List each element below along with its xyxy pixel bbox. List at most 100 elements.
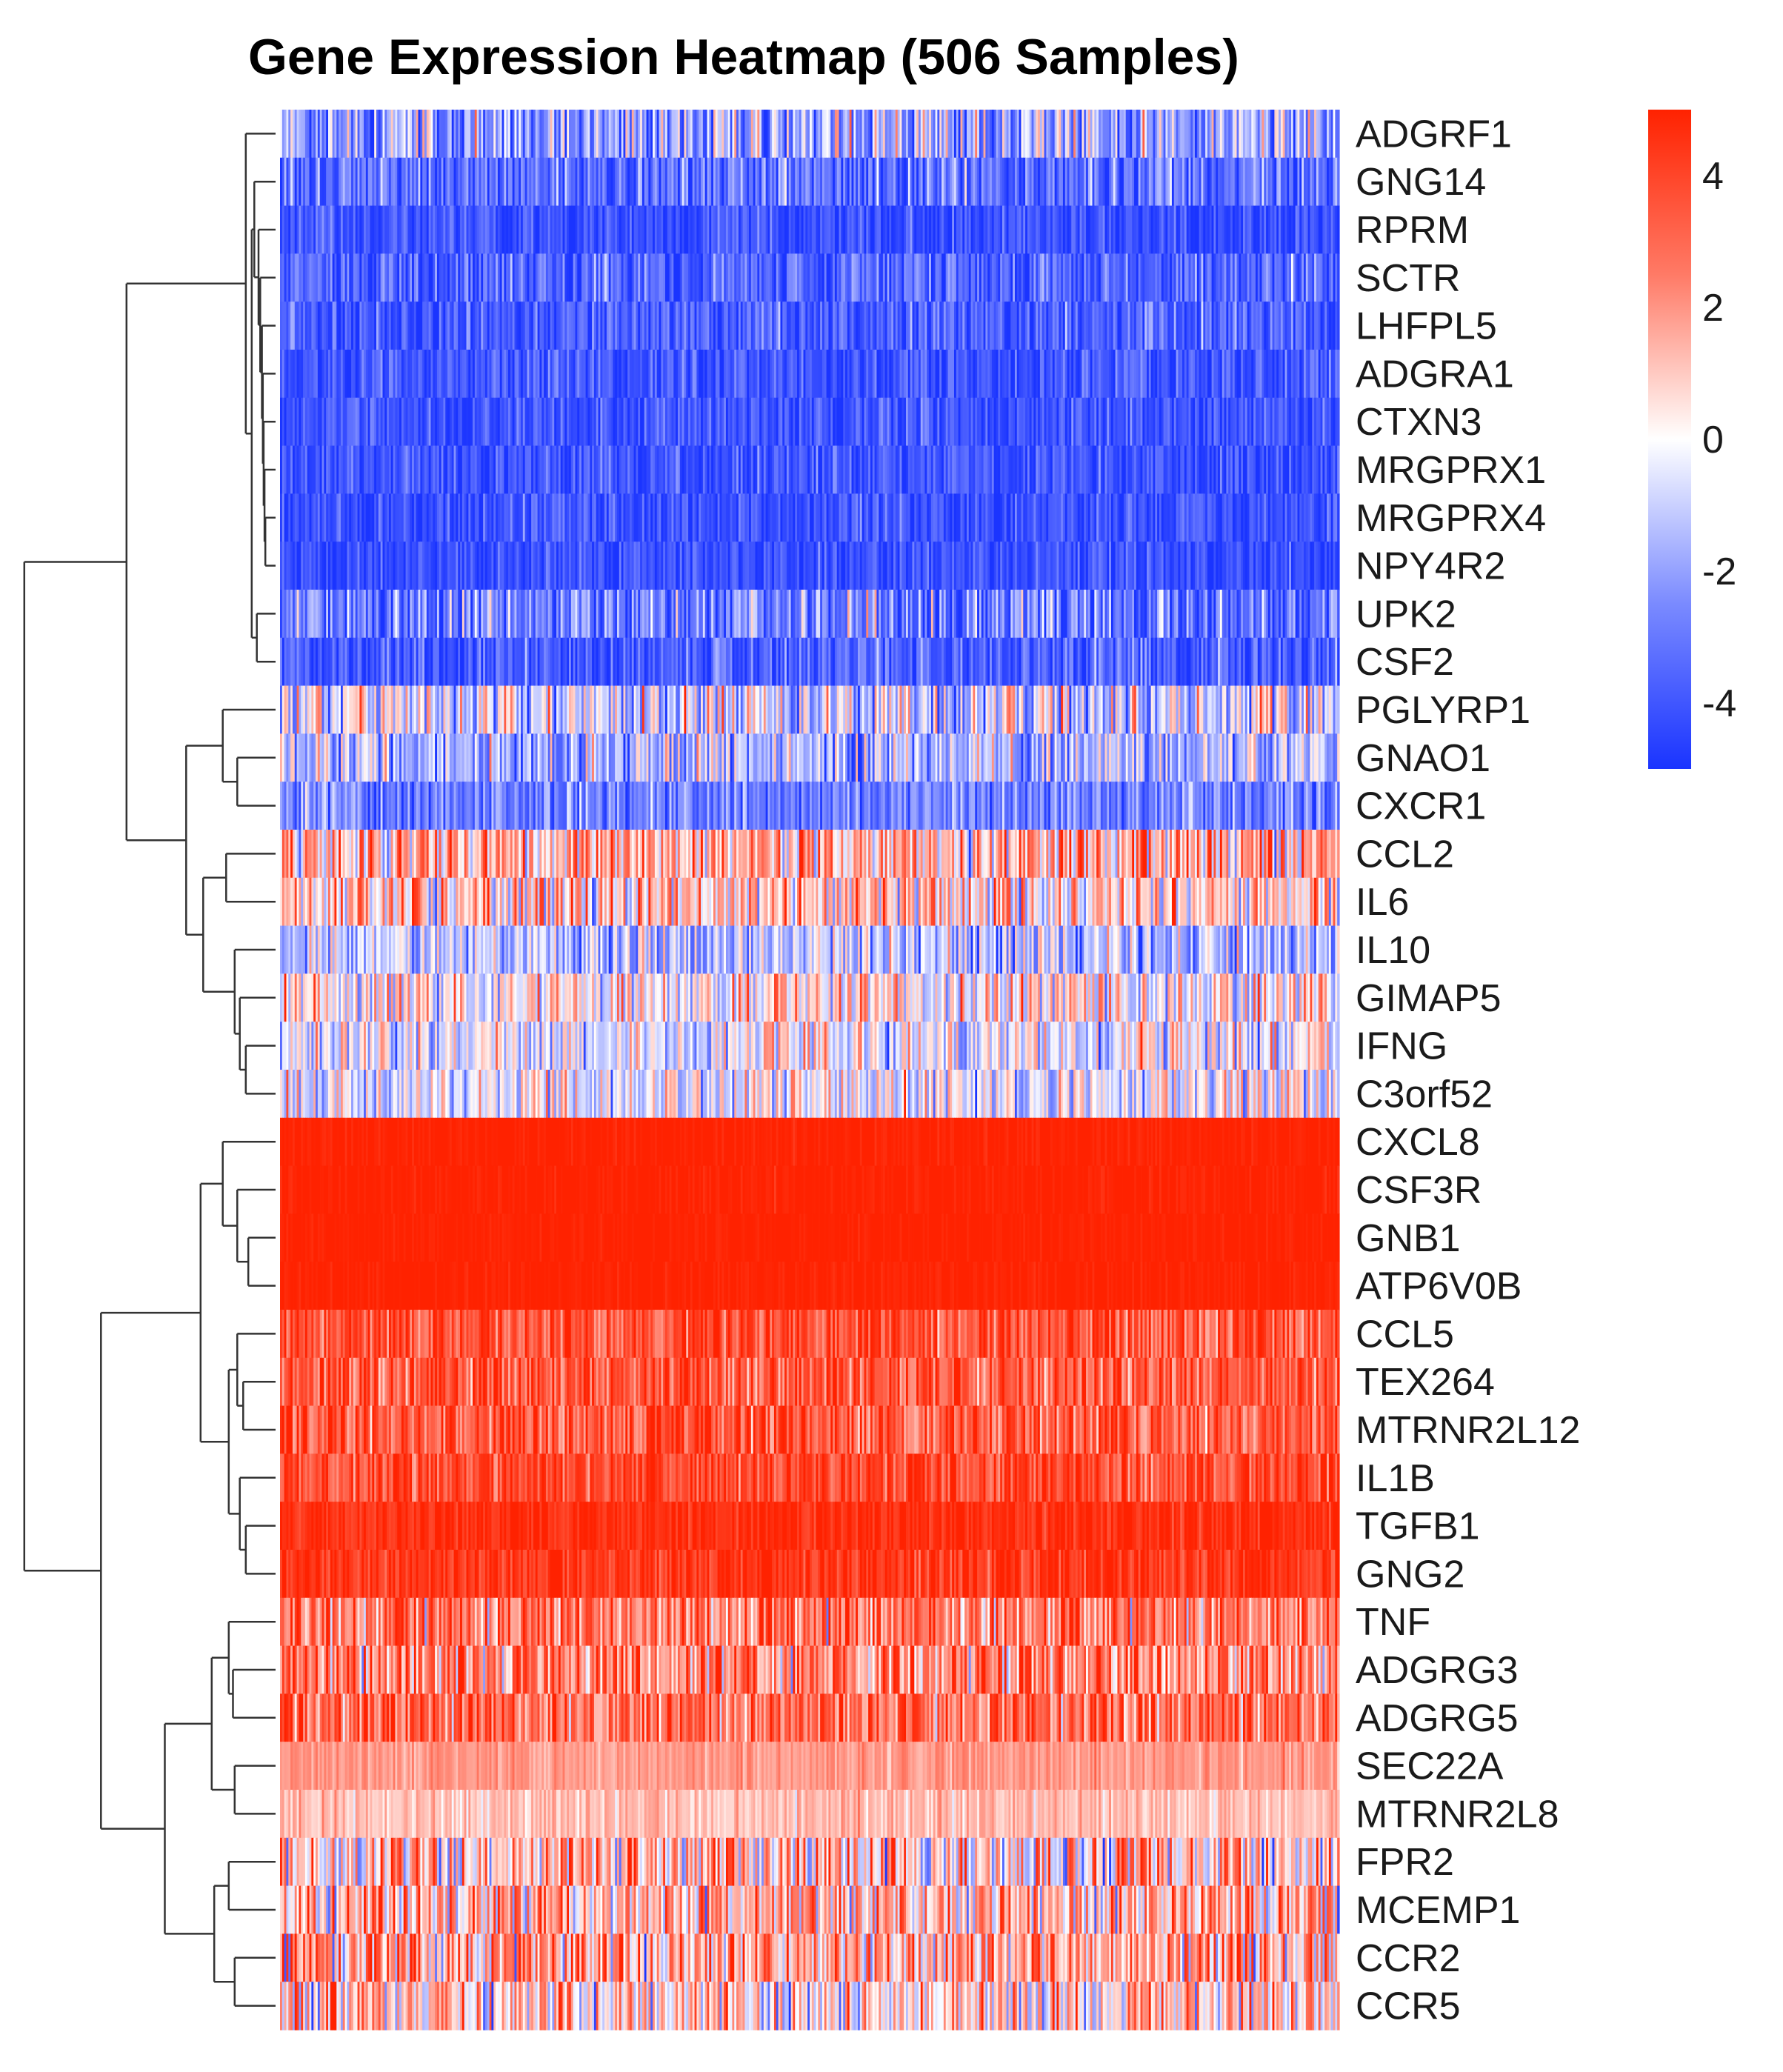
heatmap-cell <box>1048 253 1051 302</box>
heatmap-cell <box>640 110 643 159</box>
heatmap-cell <box>648 110 651 159</box>
heatmap-cell <box>753 157 756 207</box>
heatmap-cell <box>367 157 371 207</box>
heatmap-cell <box>474 205 478 254</box>
heatmap-cell <box>508 205 511 254</box>
heatmap-cell <box>286 157 289 207</box>
heatmap-cell <box>1314 157 1317 207</box>
heatmap-cell <box>393 253 396 302</box>
heatmap-cell <box>602 253 605 302</box>
heatmap-cell <box>1180 205 1183 254</box>
heatmap-cell <box>544 253 547 302</box>
heatmap-cell <box>390 205 394 254</box>
heatmap-cell <box>833 205 836 254</box>
heatmap-cell <box>847 205 850 254</box>
heatmap-cell <box>519 253 521 302</box>
heatmap-cell <box>1014 110 1018 159</box>
heatmap-cell <box>598 205 601 254</box>
heatmap-cell <box>753 110 756 159</box>
heatmap-cell <box>1188 205 1191 254</box>
heatmap-cell <box>493 253 496 302</box>
heatmap-cell <box>929 253 932 302</box>
heatmap-cell <box>585 157 589 207</box>
heatmap-cell <box>1090 253 1093 302</box>
heatmap-cell <box>1333 253 1336 302</box>
heatmap-cell <box>910 253 913 302</box>
heatmap-cell <box>294 157 298 207</box>
heatmap-cell <box>445 157 448 207</box>
heatmap-cell <box>1226 253 1229 302</box>
heatmap-cell <box>845 205 848 254</box>
heatmap-cell <box>1293 157 1296 207</box>
heatmap-cell <box>412 110 415 159</box>
heatmap-cell <box>1279 157 1282 207</box>
heatmap-cell <box>326 205 329 254</box>
heatmap-cell <box>359 205 362 254</box>
heatmap-cell <box>330 253 333 302</box>
heatmap-cell <box>535 157 539 207</box>
heatmap-cell <box>466 302 469 350</box>
heatmap-cell <box>615 110 618 159</box>
heatmap-cell <box>497 157 501 207</box>
heatmap-cell <box>435 205 438 254</box>
heatmap-cell <box>1161 253 1164 302</box>
heatmap-cell <box>493 110 496 159</box>
heatmap-cell <box>922 205 926 254</box>
heatmap-cell <box>382 110 385 159</box>
heatmap-cell <box>786 253 790 302</box>
heatmap-cell <box>299 253 301 302</box>
heatmap-cell <box>776 157 779 207</box>
heatmap-cell <box>1176 253 1179 302</box>
heatmap-cell <box>851 205 854 254</box>
heatmap-cell <box>914 157 917 207</box>
heatmap-cell <box>531 253 534 302</box>
heatmap-cell <box>579 205 582 254</box>
heatmap-cell <box>650 157 653 207</box>
heatmap-cell <box>788 253 792 302</box>
heatmap-cell <box>483 253 486 302</box>
heatmap-cell <box>841 253 844 302</box>
heatmap-cell <box>1196 205 1200 254</box>
heatmap-cell <box>1050 110 1053 159</box>
heatmap-cell <box>1102 110 1106 159</box>
heatmap-cell <box>927 157 930 207</box>
heatmap-cell <box>665 253 668 302</box>
heatmap-cell <box>1099 157 1102 207</box>
heatmap-cell <box>1165 205 1168 254</box>
heatmap-cell <box>1196 157 1200 207</box>
heatmap-cell <box>773 253 777 302</box>
heatmap-cell <box>1127 157 1130 207</box>
heatmap-cell <box>763 205 767 254</box>
heatmap-cell <box>1109 253 1112 302</box>
heatmap-cell <box>673 110 676 159</box>
heatmap-cell <box>1010 253 1013 302</box>
heatmap-cell <box>1150 110 1154 159</box>
heatmap-cell <box>795 157 798 207</box>
heatmap-cell <box>1291 157 1294 207</box>
heatmap-cell <box>387 157 390 207</box>
heatmap-cell <box>529 157 532 207</box>
heatmap-cell <box>740 205 744 254</box>
heatmap-cell <box>801 253 804 302</box>
heatmap-cell <box>1117 110 1120 159</box>
heatmap-cell <box>470 302 473 350</box>
heatmap-cell <box>473 110 476 159</box>
heatmap-cell <box>600 157 603 207</box>
heatmap-cell <box>824 253 827 302</box>
heatmap-cell <box>1173 253 1177 302</box>
heatmap-cell <box>1096 253 1099 302</box>
heatmap-cell <box>374 110 377 159</box>
heatmap-cell <box>1132 253 1135 302</box>
heatmap-cell <box>470 253 473 302</box>
heatmap-cell <box>378 253 381 302</box>
heatmap-cell <box>378 157 381 207</box>
heatmap-cell <box>334 205 337 254</box>
heatmap-cell <box>496 205 499 254</box>
heatmap-cell <box>449 110 453 159</box>
heatmap-cell <box>332 302 336 350</box>
heatmap-cell <box>1107 157 1110 207</box>
heatmap-cell <box>1046 205 1049 254</box>
heatmap-cell <box>950 253 953 302</box>
heatmap-cell <box>780 110 783 159</box>
heatmap-cell <box>1084 205 1087 254</box>
